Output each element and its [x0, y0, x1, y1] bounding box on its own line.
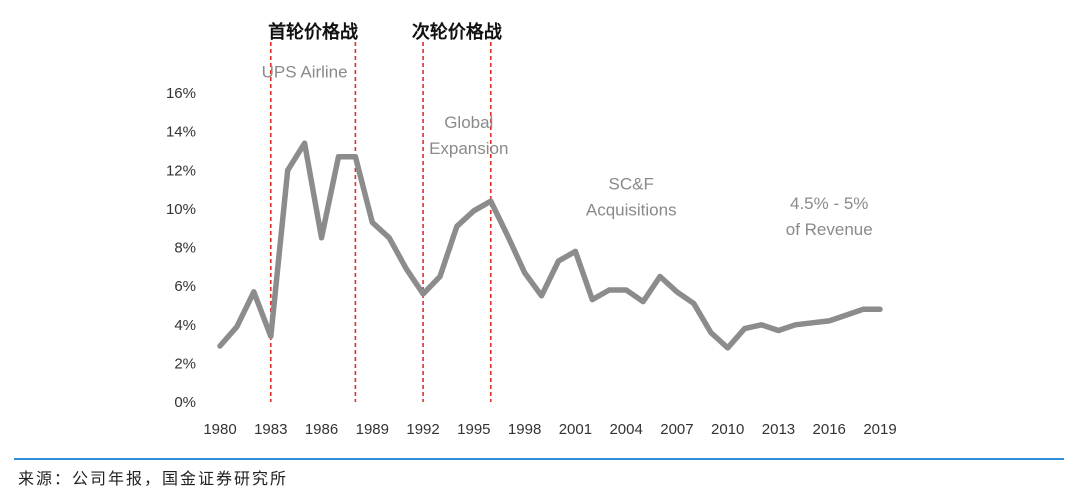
data-point [352, 154, 358, 160]
x-tick-label: 1992 [406, 421, 439, 438]
data-point [539, 293, 545, 299]
data-point [708, 329, 714, 335]
data-point [877, 306, 883, 312]
annotation-line: UPS Airline [262, 63, 348, 82]
data-point [691, 301, 697, 307]
data-point [251, 289, 257, 295]
y-tick-label: 4% [174, 317, 196, 334]
y-tick-label: 12% [166, 162, 196, 179]
y-tick-label: 16% [166, 85, 196, 102]
x-axis-ticks: 1980 1983 1986 1989 1992 1995 1998 2001 2004 2007… [203, 421, 896, 438]
data-point [657, 273, 663, 279]
data-point [589, 297, 595, 303]
annotation-line: 4.5% - 5% [790, 194, 868, 213]
x-tick-label: 1983 [254, 421, 287, 438]
data-point [640, 299, 646, 305]
x-tick-label: 1980 [203, 421, 236, 438]
y-tick-label: 2% [174, 355, 196, 372]
price-war-label: 首轮价格战 [268, 21, 358, 43]
annotations: UPS Airline Global Expansion SC&F Acquisitio… [262, 63, 873, 239]
annotation-line: SC&F [609, 175, 654, 194]
data-point [403, 266, 409, 272]
x-tick-label: 2019 [863, 421, 896, 438]
annotation-ups: UPS Airline [262, 63, 348, 82]
annotation-line: Global [444, 113, 493, 132]
data-point [742, 326, 748, 332]
annotation-scf: SC&F Acquisitions [586, 175, 677, 220]
x-tick-label: 2013 [762, 421, 795, 438]
x-tick-label: 1989 [356, 421, 389, 438]
y-tick-label: 6% [174, 278, 196, 295]
x-tick-label: 1995 [457, 421, 490, 438]
data-point [386, 235, 392, 241]
chart: 0%2%4%6%8%10%12%14%16% 1980 1983 1986 1989 1… [166, 21, 897, 438]
data-point [420, 291, 426, 297]
y-tick-label: 14% [166, 124, 196, 141]
data-point [505, 233, 511, 239]
y-tick-label: 10% [166, 201, 196, 218]
x-tick-label: 2004 [609, 421, 642, 438]
data-point [725, 345, 731, 351]
data-point [775, 328, 781, 334]
data-point [522, 270, 528, 276]
annotation-line: Expansion [429, 139, 508, 158]
data-point [217, 343, 223, 349]
data-point [488, 198, 494, 204]
data-point [234, 324, 240, 330]
annotation-line: of Revenue [786, 220, 873, 239]
data-point [623, 287, 629, 293]
data-point [302, 140, 308, 146]
y-axis-ticks: 0% 2% 4% 6% 8% 10% 12% 14% 16% [166, 85, 196, 411]
data-point [471, 208, 477, 214]
y-tick-label: 0% [174, 394, 196, 411]
x-tick-label: 2016 [813, 421, 846, 438]
data-point [792, 322, 798, 328]
data-point [809, 320, 815, 326]
data-point [606, 287, 612, 293]
annotation-rev: 4.5% - 5% of Revenue [786, 194, 873, 239]
annotation-global: Global Expansion [429, 113, 508, 158]
data-point [674, 289, 680, 295]
data-point [843, 312, 849, 318]
data-point [860, 306, 866, 312]
price-war-periods: 首轮价格战 次轮价格战 [268, 21, 502, 402]
source-note: 来源：公司年报，国金证券研究所 [18, 469, 289, 488]
footer-divider [14, 458, 1064, 460]
y-tick-label: 8% [174, 240, 196, 257]
x-tick-label: 1986 [305, 421, 338, 438]
data-point [759, 322, 765, 328]
annotation-line: Acquisitions [586, 201, 677, 220]
data-point [572, 248, 578, 254]
x-tick-label: 2001 [559, 421, 592, 438]
x-tick-label: 1998 [508, 421, 541, 438]
x-tick-label: 2010 [711, 421, 744, 438]
series-line [217, 140, 883, 351]
series-group [217, 140, 883, 351]
data-point [335, 154, 341, 160]
data-point [826, 318, 832, 324]
data-point [437, 273, 443, 279]
price-war-label: 次轮价格战 [412, 21, 502, 43]
data-point [454, 223, 460, 229]
x-tick-label: 2007 [660, 421, 693, 438]
data-point [319, 235, 325, 241]
data-point [555, 258, 561, 264]
data-point [369, 219, 375, 225]
data-point [285, 167, 291, 173]
data-point [268, 333, 274, 339]
